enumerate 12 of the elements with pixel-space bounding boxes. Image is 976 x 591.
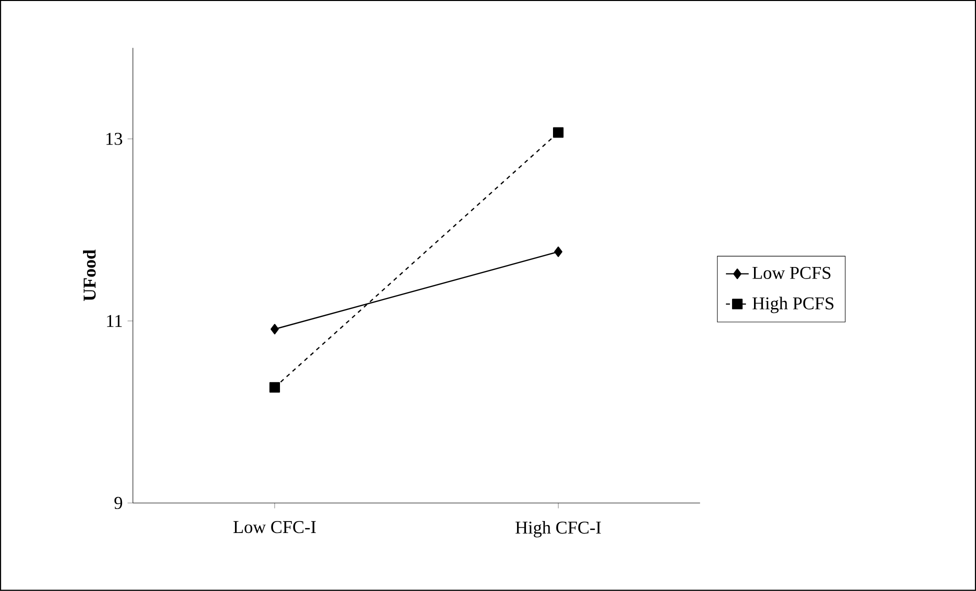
y-tick-label: 9 bbox=[114, 497, 122, 510]
x-tick-label: High CFC-I bbox=[516, 521, 601, 538]
point bbox=[553, 127, 564, 138]
y-axis-title: UFood bbox=[83, 250, 96, 302]
x-tick-label: Low CFC-I bbox=[233, 521, 316, 534]
point bbox=[554, 246, 562, 258]
point bbox=[269, 382, 280, 393]
legend-label: Low PCFS bbox=[752, 266, 830, 280]
y-tick-label: 11 bbox=[107, 315, 122, 327]
legend-label: High PCFS bbox=[752, 296, 834, 314]
y-tick-label: 13 bbox=[106, 132, 122, 145]
point bbox=[270, 324, 279, 334]
